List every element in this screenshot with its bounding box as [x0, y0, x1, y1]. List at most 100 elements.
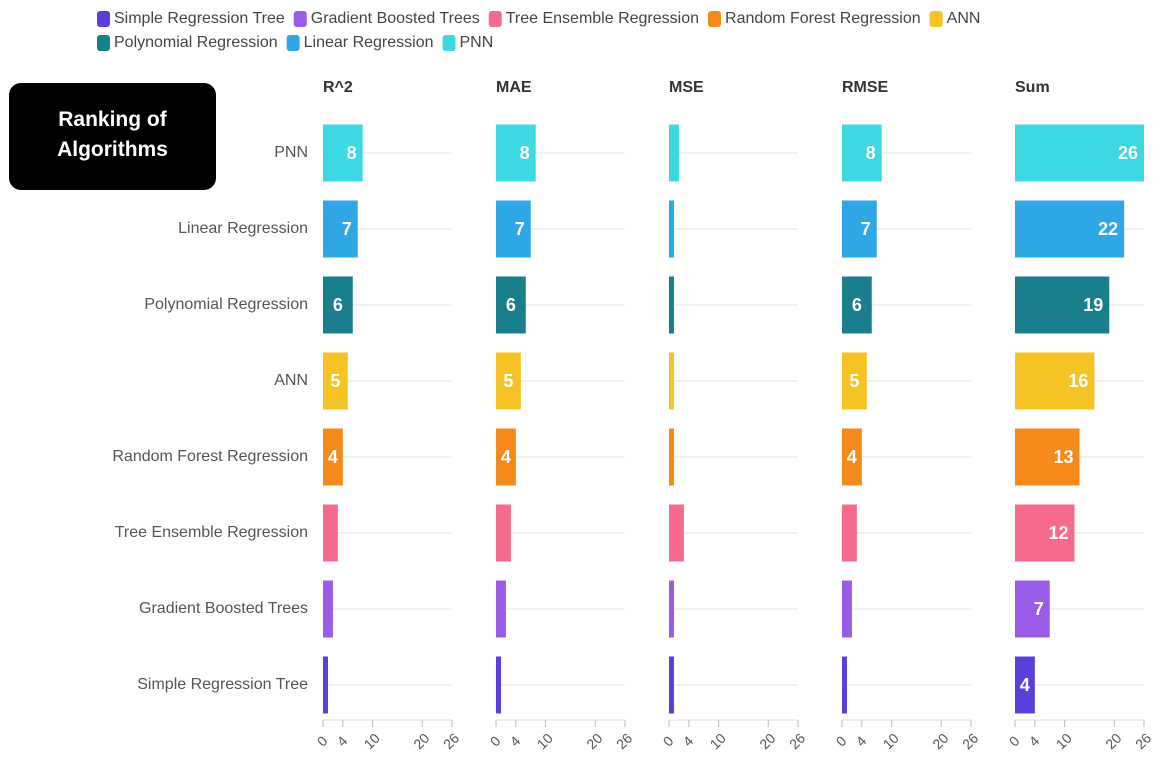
bar [1015, 656, 1035, 714]
bar [323, 428, 343, 486]
value-label: 6 [852, 295, 862, 315]
category-label: Gradient Boosted Trees [139, 600, 308, 617]
category-label: Simple Regression Tree [137, 676, 308, 693]
x-tick-label: 26 [1132, 730, 1153, 752]
x-tick-label: 20 [583, 730, 605, 752]
bar [323, 200, 358, 258]
x-tick-label: 26 [959, 730, 981, 752]
bar [496, 504, 511, 562]
bar [842, 276, 872, 334]
legend-label: Tree Ensemble Regression [506, 10, 699, 27]
panel-title: MSE [669, 79, 704, 96]
value-label: 5 [849, 371, 859, 391]
bar [1015, 352, 1095, 410]
bar [323, 124, 363, 182]
value-label: 26 [1118, 143, 1138, 163]
legend-swatch [929, 11, 943, 27]
bar [842, 352, 867, 410]
bar [842, 124, 882, 182]
annotation: Ranking of Algorithms [57, 108, 168, 161]
bar [496, 276, 526, 334]
bar [669, 428, 674, 486]
legend-swatch [488, 11, 502, 27]
bar [669, 276, 674, 334]
legend-swatch [708, 11, 722, 27]
legend-label: PNN [460, 34, 494, 51]
legend-label: ANN [947, 10, 981, 27]
x-tick-label: 0 [833, 733, 850, 750]
x-tick-label: 4 [1026, 733, 1043, 750]
value-label: 8 [347, 143, 357, 163]
bar [842, 656, 847, 714]
category-label: Random Forest Regression [112, 448, 308, 465]
legend-swatch [97, 35, 110, 51]
legend: Simple Regression Tree Gradient Boosted T… [97, 10, 980, 51]
x-tick-label: 0 [314, 733, 331, 750]
value-label: 5 [330, 371, 340, 391]
x-tick-label: 10 [707, 730, 729, 752]
value-label: 13 [1053, 447, 1073, 467]
category-label: Polynomial Regression [144, 296, 308, 313]
x-tick-label: 26 [786, 730, 808, 752]
value-label: 8 [866, 143, 876, 163]
bar [669, 200, 674, 258]
value-label: 7 [515, 219, 525, 239]
value-label: 6 [506, 295, 516, 315]
bar [323, 656, 328, 714]
panel-title: R^2 [323, 79, 353, 96]
legend-label: Linear Regression [304, 34, 434, 51]
bar [1015, 580, 1050, 638]
value-label: 4 [847, 447, 857, 467]
value-label: 19 [1083, 295, 1103, 315]
legend-swatch [293, 11, 307, 27]
x-tick-label: 10 [534, 730, 556, 752]
value-label: 16 [1068, 371, 1088, 391]
x-tick-label: 20 [410, 730, 432, 752]
legend-swatch [442, 35, 456, 51]
bar [669, 504, 684, 562]
legend-label: Simple Regression Tree [114, 10, 285, 27]
value-label: 22 [1098, 219, 1118, 239]
legend-label: Polynomial Regression [114, 34, 278, 51]
x-tick-label: 4 [334, 733, 351, 750]
value-label: 8 [520, 143, 530, 163]
x-tick-label: 4 [507, 733, 524, 750]
x-tick-label: 10 [361, 730, 383, 752]
value-label: 4 [501, 447, 511, 467]
bar [323, 276, 353, 334]
bar [669, 656, 674, 714]
x-tick-label: 0 [660, 733, 677, 750]
bar [842, 580, 852, 638]
category-label: Tree Ensemble Regression [115, 524, 308, 541]
x-tick-label: 0 [487, 733, 504, 750]
value-label: 7 [861, 219, 871, 239]
x-tick-label: 10 [880, 730, 902, 752]
value-label: 4 [328, 447, 338, 467]
bar [496, 428, 516, 486]
bar [842, 200, 877, 258]
bar [669, 124, 679, 182]
value-label: 6 [333, 295, 343, 315]
bar [1015, 428, 1080, 486]
bar [842, 428, 862, 486]
bar [669, 352, 674, 410]
value-label: 12 [1049, 523, 1069, 543]
value-label: 4 [1020, 675, 1030, 695]
bar [496, 656, 501, 714]
panel-title: MAE [496, 79, 532, 96]
panel-title: RMSE [842, 79, 889, 96]
category-label: Linear Regression [178, 220, 308, 237]
bar [496, 200, 531, 258]
x-tick-label: 26 [440, 730, 462, 752]
category-label: ANN [274, 372, 308, 389]
category-label: PNN [274, 144, 308, 161]
x-tick-label: 20 [929, 730, 951, 752]
bar [323, 352, 348, 410]
annotation-box [9, 83, 216, 190]
bar [1015, 124, 1144, 182]
bar [496, 352, 521, 410]
bar [1015, 276, 1110, 334]
x-tick-label: 20 [1102, 730, 1124, 752]
x-tick-label: 4 [853, 733, 870, 750]
bar [496, 124, 536, 182]
